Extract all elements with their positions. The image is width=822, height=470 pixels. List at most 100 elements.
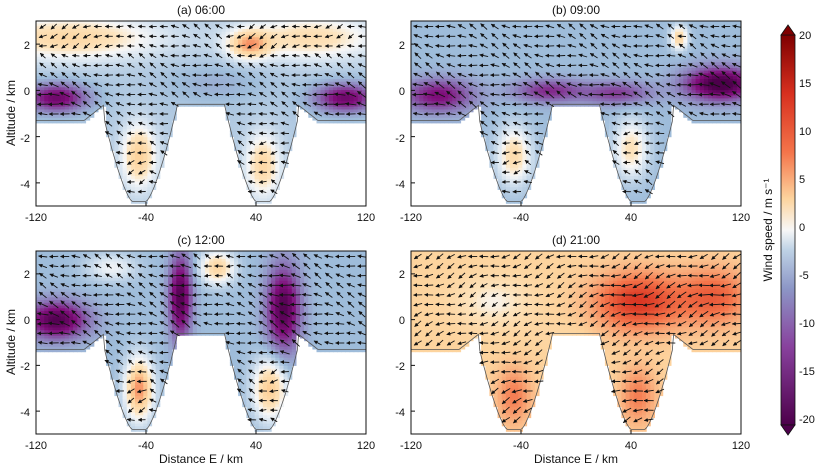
- wind-vector: [314, 53, 322, 59]
- wind-vector: [501, 388, 511, 394]
- wind-vector: [127, 407, 134, 413]
- wind-vector: [59, 320, 71, 327]
- wind-vector: [149, 291, 157, 299]
- wind-vector: [534, 321, 544, 326]
- wind-vector: [502, 311, 510, 317]
- wind-vector: [622, 141, 631, 146]
- wind-vector: [535, 150, 543, 156]
- wind-vector: [313, 111, 323, 117]
- wind-vector: [667, 110, 675, 118]
- wind-vector: [225, 292, 234, 298]
- colorbar-label: Wind speed / m s⁻¹: [761, 178, 775, 281]
- wind-vector: [490, 370, 500, 374]
- wind-vector: [159, 92, 168, 97]
- wind-vector: [236, 102, 246, 107]
- wind-vector: [38, 43, 47, 48]
- wind-vector: [446, 53, 456, 58]
- wind-vector: [502, 120, 510, 127]
- x-tick-label: -120: [25, 212, 47, 224]
- wind-vector: [71, 319, 81, 328]
- wind-vector: [567, 264, 577, 269]
- wind-vector: [523, 34, 533, 39]
- wind-vector: [346, 283, 355, 288]
- wind-vector: [468, 33, 477, 39]
- wind-vector: [677, 53, 687, 58]
- wind-vector: [127, 282, 135, 289]
- wind-vector: [634, 169, 642, 176]
- wind-vector: [301, 292, 312, 297]
- panel-c-y-axis-label: Altitude / km: [4, 309, 18, 375]
- wind-vector: [479, 43, 488, 49]
- wind-vector: [159, 53, 168, 58]
- wind-vector: [71, 111, 81, 116]
- wind-vector: [39, 24, 47, 29]
- wind-vector: [71, 301, 81, 308]
- wind-vector: [137, 360, 146, 365]
- wind-vector: [523, 52, 532, 59]
- wind-vector: [335, 263, 345, 268]
- x-tick-label: -40: [513, 212, 529, 224]
- wind-vector: [501, 150, 510, 155]
- wind-vector: [49, 273, 59, 278]
- colorbar-tick-label: 15: [799, 78, 811, 90]
- wind-vector: [182, 24, 190, 30]
- wind-vector: [698, 72, 710, 78]
- wind-vector: [523, 179, 532, 184]
- wind-vector: [545, 101, 555, 107]
- wind-vector: [302, 43, 311, 49]
- wind-vector: [699, 24, 709, 29]
- wind-vector: [93, 73, 103, 78]
- wind-vector: [104, 283, 114, 288]
- wind-vector: [447, 262, 455, 270]
- panel-c: (c) 12:00 2 0 -2 -4 -120 -40 40 120 Alti…: [4, 233, 375, 466]
- wind-vector: [688, 24, 697, 29]
- wind-vector: [534, 131, 544, 136]
- wind-vector: [192, 273, 202, 278]
- wind-vector: [579, 301, 587, 309]
- wind-vector: [237, 130, 245, 136]
- wind-vector: [512, 340, 521, 346]
- wind-vector: [116, 349, 124, 356]
- wind-vector: [247, 311, 256, 317]
- wind-vector: [159, 102, 169, 107]
- panel-d-y-ticks: 2 0 -2 -4: [395, 269, 405, 419]
- wind-vector: [501, 330, 510, 337]
- wind-vector: [148, 273, 158, 278]
- wind-vector: [523, 283, 533, 288]
- wind-vector: [248, 369, 256, 375]
- wind-vector: [270, 189, 278, 194]
- wind-vector: [600, 340, 610, 346]
- wind-vector: [721, 43, 731, 48]
- wind-vector: [247, 82, 256, 88]
- wind-vector: [303, 262, 311, 270]
- wind-vector: [567, 311, 577, 317]
- wind-vector: [490, 102, 500, 107]
- wind-vector: [512, 273, 522, 278]
- wind-vector: [501, 33, 510, 40]
- wind-vector: [171, 91, 179, 98]
- wind-vector: [126, 254, 135, 259]
- wind-vector: [457, 34, 467, 39]
- wind-vector: [501, 72, 511, 77]
- wind-vector: [589, 254, 599, 259]
- wind-vector: [126, 63, 135, 68]
- wind-vector: [247, 32, 256, 40]
- wind-vector: [633, 189, 643, 194]
- wind-vector: [60, 291, 69, 299]
- y-tick-label: 2: [24, 40, 30, 52]
- wind-vector: [280, 131, 290, 136]
- wind-vector: [47, 92, 60, 97]
- wind-vector: [247, 43, 257, 49]
- wind-vector: [280, 82, 289, 88]
- panel-c-plot: [35, 251, 367, 434]
- wind-vector: [126, 302, 136, 307]
- wind-vector: [710, 34, 720, 39]
- wind-vector: [60, 81, 70, 89]
- wind-vector: [280, 329, 290, 338]
- wind-vector: [534, 283, 543, 288]
- wind-vector: [502, 302, 510, 307]
- wind-vector: [633, 24, 643, 29]
- wind-vector: [270, 101, 278, 107]
- wind-vector: [291, 329, 301, 338]
- wind-vector: [557, 281, 565, 289]
